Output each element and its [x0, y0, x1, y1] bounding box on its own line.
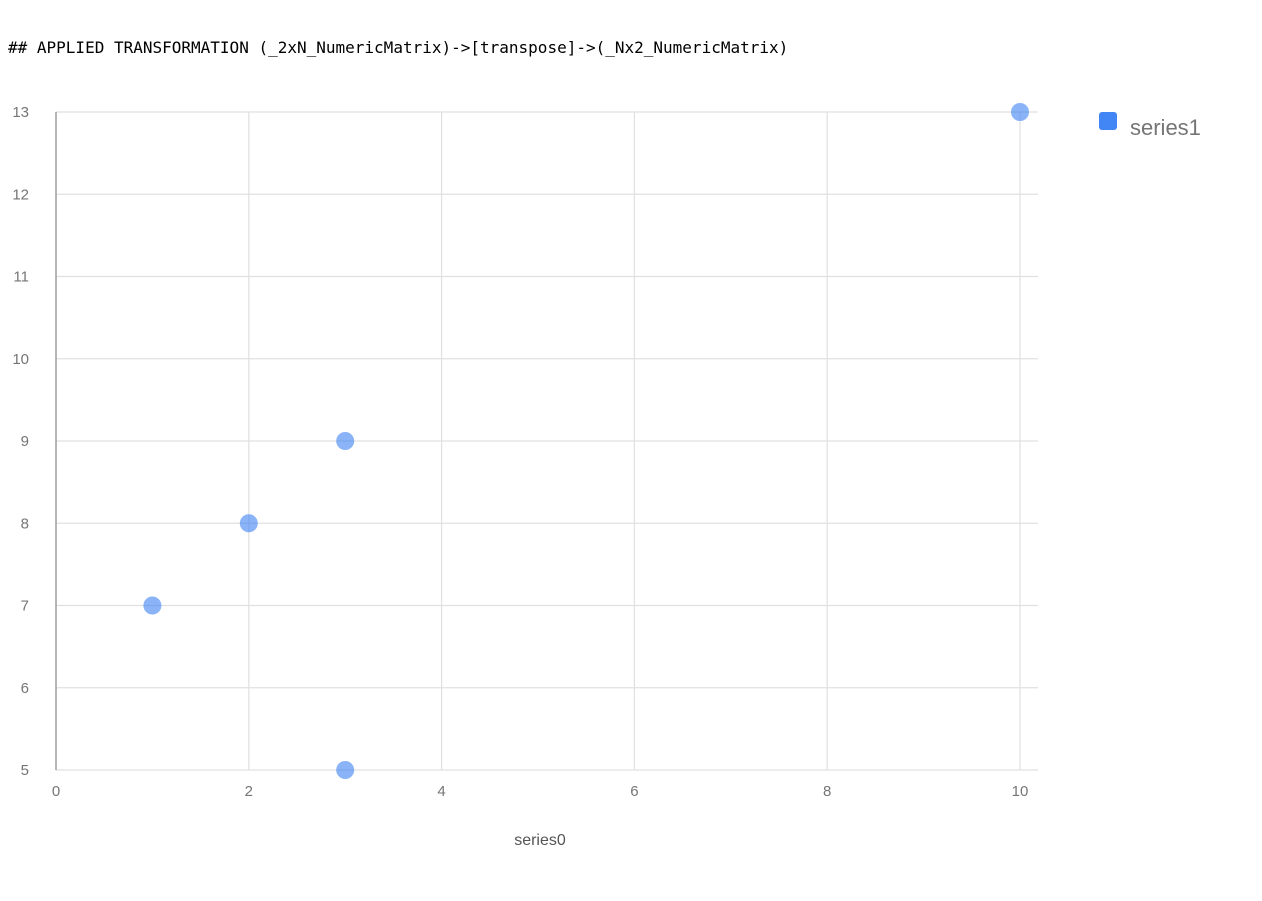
- x-tick-label: 6: [630, 783, 638, 800]
- legend-swatch: [1099, 112, 1117, 130]
- grid-lines: [56, 111, 1038, 771]
- data-point: [143, 596, 162, 615]
- x-tick-label: 8: [823, 783, 831, 800]
- data-point: [336, 432, 355, 450]
- y-tick-label: 8: [21, 515, 29, 532]
- y-tick-label: 12: [12, 186, 29, 203]
- legend: series1: [1099, 112, 1201, 140]
- y-tick-label: 6: [21, 680, 29, 697]
- legend-label: series1: [1130, 115, 1201, 140]
- y-tick-label: 9: [21, 433, 29, 450]
- y-tick-label: 13: [12, 104, 29, 121]
- y-tick-label: 5: [21, 762, 29, 779]
- transformation-header: ## APPLIED TRANSFORMATION (_2xN_NumericM…: [8, 38, 789, 57]
- tick-labels: 5 6 7 8 9 10 11 12 13 0 2 4 6 8 10: [12, 104, 1028, 800]
- x-tick-label: 10: [1012, 783, 1029, 800]
- x-tick-label: 2: [245, 783, 253, 800]
- x-tick-label: 4: [437, 783, 445, 800]
- x-tick-label: 0: [52, 783, 60, 800]
- data-point: [336, 761, 355, 779]
- data-point: [1011, 103, 1029, 121]
- y-tick-label: 7: [21, 598, 29, 615]
- data-point: [239, 514, 258, 533]
- data-points: [143, 103, 1029, 779]
- y-tick-label: 10: [12, 351, 29, 368]
- x-axis-title: series0: [514, 832, 566, 849]
- y-tick-label: 11: [13, 269, 29, 286]
